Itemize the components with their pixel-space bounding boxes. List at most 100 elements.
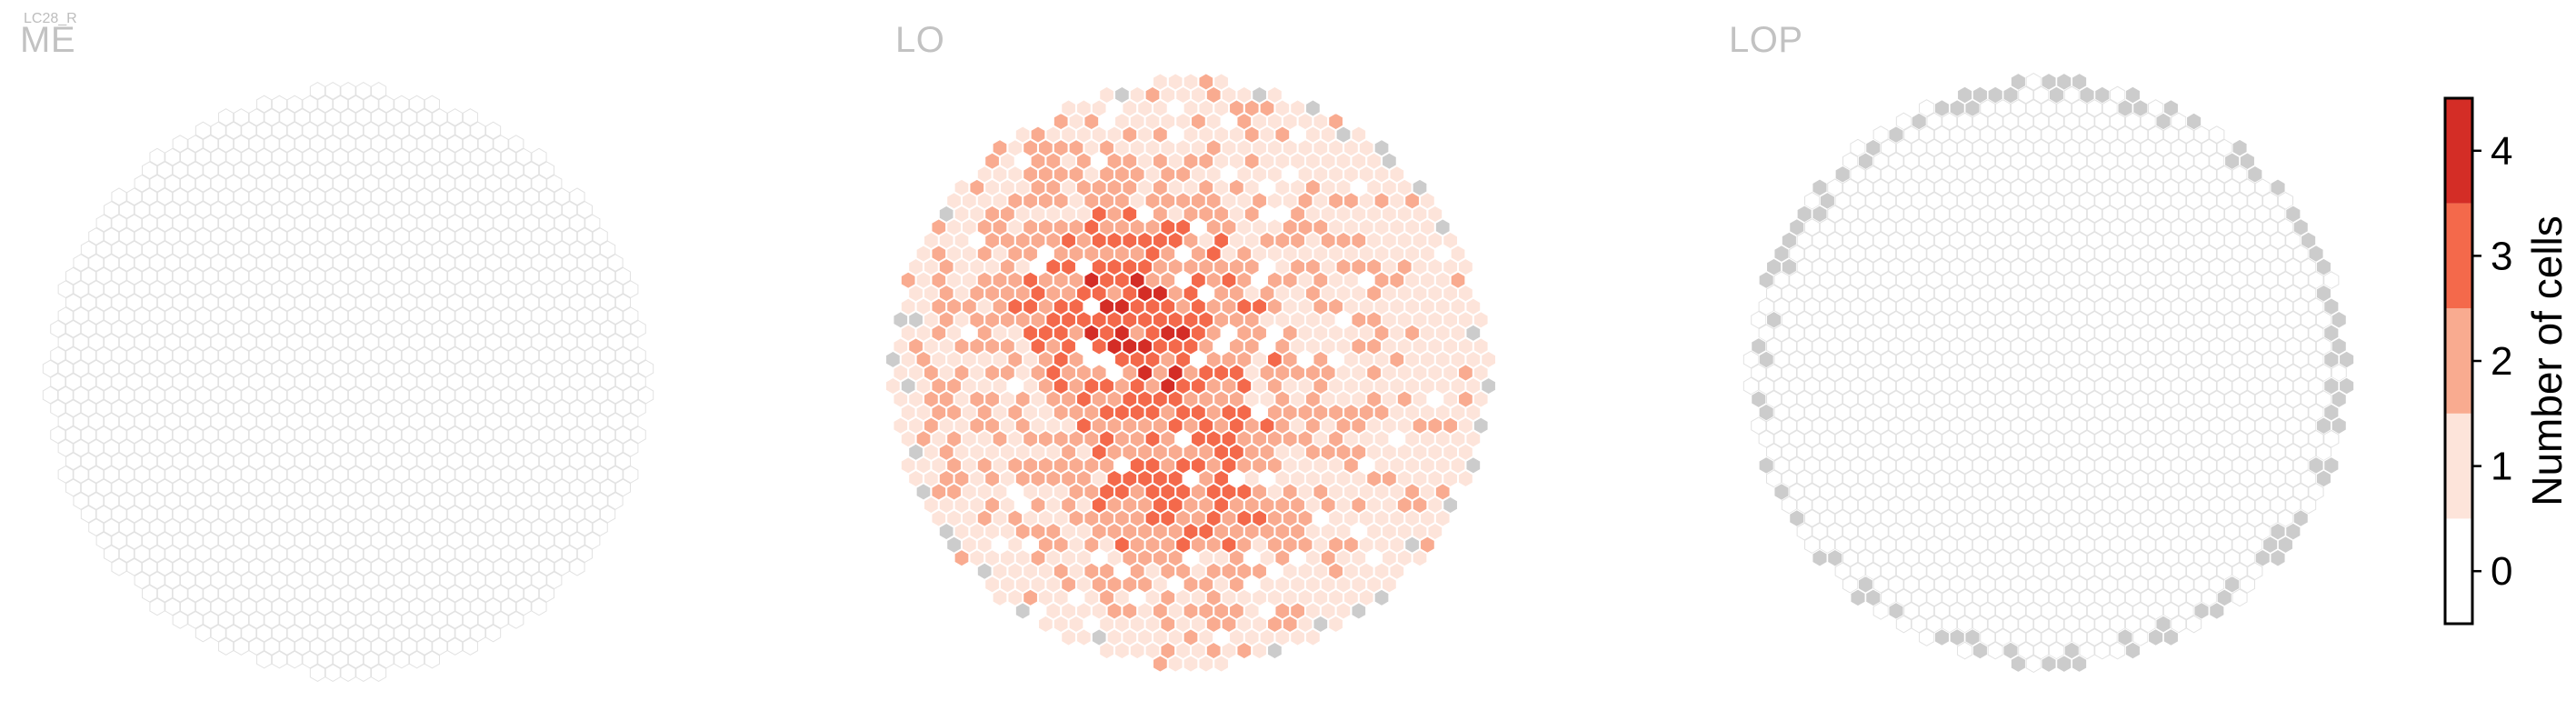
hex-cell <box>2239 257 2255 276</box>
hex-cell <box>218 214 235 233</box>
hex-cell <box>2308 271 2324 290</box>
hex-cell <box>195 386 211 405</box>
hex-cell <box>256 333 273 352</box>
hex-cell <box>2018 456 2034 475</box>
hex-cell <box>462 531 478 550</box>
hex-cell <box>1911 297 1927 316</box>
hex-cell <box>447 478 464 497</box>
hex-cell <box>1942 588 1958 607</box>
hex-cell <box>401 108 417 126</box>
hex-cell <box>2247 245 2263 263</box>
hex-cell <box>2323 271 2340 290</box>
hex-cell <box>508 319 524 338</box>
hex-cell <box>1872 416 1889 436</box>
hex-cell <box>2117 469 2133 488</box>
hex-cell <box>394 200 410 219</box>
hex-cell <box>279 266 295 285</box>
hex-cell <box>1987 218 2003 236</box>
hex-cell <box>2079 429 2095 448</box>
hex-cell <box>454 280 471 299</box>
hex-cell <box>302 121 318 140</box>
hex-cell <box>1980 205 1996 224</box>
hex-cell <box>2002 456 2019 475</box>
hex-cell <box>1850 138 1866 157</box>
hex-cell <box>1766 284 1782 303</box>
hex-cell <box>340 319 356 338</box>
hex-cell <box>2270 522 2286 541</box>
hex-cell <box>2048 483 2064 501</box>
hex-cell <box>180 306 196 325</box>
hex-cell <box>1942 191 1958 210</box>
hex-cell <box>233 426 249 445</box>
hex-cell <box>623 333 639 352</box>
hex-cell <box>470 545 486 564</box>
hex-cell <box>1872 337 1889 355</box>
hex-cell <box>2110 350 2126 369</box>
hex-cell <box>2063 138 2080 157</box>
hex-cell <box>515 465 532 484</box>
hex-cell <box>2102 416 2118 436</box>
hex-cell <box>256 147 273 166</box>
hex-cell <box>371 637 387 656</box>
hex-cell <box>493 240 509 259</box>
hex-cell <box>2193 522 2210 541</box>
hex-cell <box>88 306 105 325</box>
hex-cell <box>1995 99 2012 117</box>
hex-cell <box>623 438 639 457</box>
hex-cell <box>2193 364 2210 382</box>
hex-cell <box>2285 469 2301 488</box>
hex-cell <box>309 637 325 656</box>
hex-cell <box>371 478 387 497</box>
hex-cell <box>203 505 219 524</box>
hex-cell <box>134 254 150 272</box>
hex-cell <box>317 280 334 299</box>
hex-cell <box>447 135 464 153</box>
hex-cell <box>1919 284 1935 303</box>
hex-cell <box>524 293 540 312</box>
hex-cell <box>203 346 219 365</box>
hex-cell <box>355 214 372 233</box>
hex-cell <box>1995 390 2012 408</box>
hex-cell <box>2292 483 2309 501</box>
hex-cell <box>2010 443 2026 462</box>
hex-cell <box>1972 429 1988 448</box>
hex-cell <box>340 426 356 445</box>
hex-cell <box>1888 602 1904 620</box>
hex-cell <box>333 624 349 643</box>
hex-cell <box>180 597 196 616</box>
hex-cell <box>2086 628 2102 646</box>
hex-cell <box>2010 205 2026 224</box>
hex-cell <box>554 187 570 206</box>
hex-cell <box>2048 85 2064 105</box>
hex-cell <box>324 319 341 338</box>
hex-cell <box>1987 191 2003 210</box>
hex-cell <box>203 399 219 417</box>
hex-cell <box>1804 324 1821 343</box>
hex-cell <box>2315 416 2331 436</box>
hex-cell <box>187 505 204 524</box>
hex-cell <box>1942 138 1958 157</box>
hex-cell <box>165 306 181 325</box>
hex-cell <box>256 465 273 484</box>
hex-cell <box>355 478 372 497</box>
hex-cell <box>111 426 127 445</box>
hex-cell <box>50 373 66 391</box>
hex-cell <box>187 452 204 471</box>
hex-cell <box>187 266 204 285</box>
hex-cell <box>546 518 563 536</box>
hex-cell <box>439 597 455 616</box>
hex-cell <box>340 82 356 100</box>
hex-cell <box>2216 245 2232 263</box>
panel-me-hexgrid <box>42 82 654 682</box>
hex-cell <box>248 637 265 656</box>
hex-cell <box>2285 416 2301 436</box>
hex-cell <box>1980 178 1996 197</box>
hex-cell <box>447 161 464 180</box>
hex-cell <box>2025 548 2042 567</box>
hex-cell <box>1995 178 2012 197</box>
hex-cell <box>1942 165 1958 184</box>
hex-cell <box>416 135 433 153</box>
hex-cell <box>233 346 249 365</box>
hex-cell <box>477 399 494 417</box>
hex-cell <box>1919 231 1935 250</box>
